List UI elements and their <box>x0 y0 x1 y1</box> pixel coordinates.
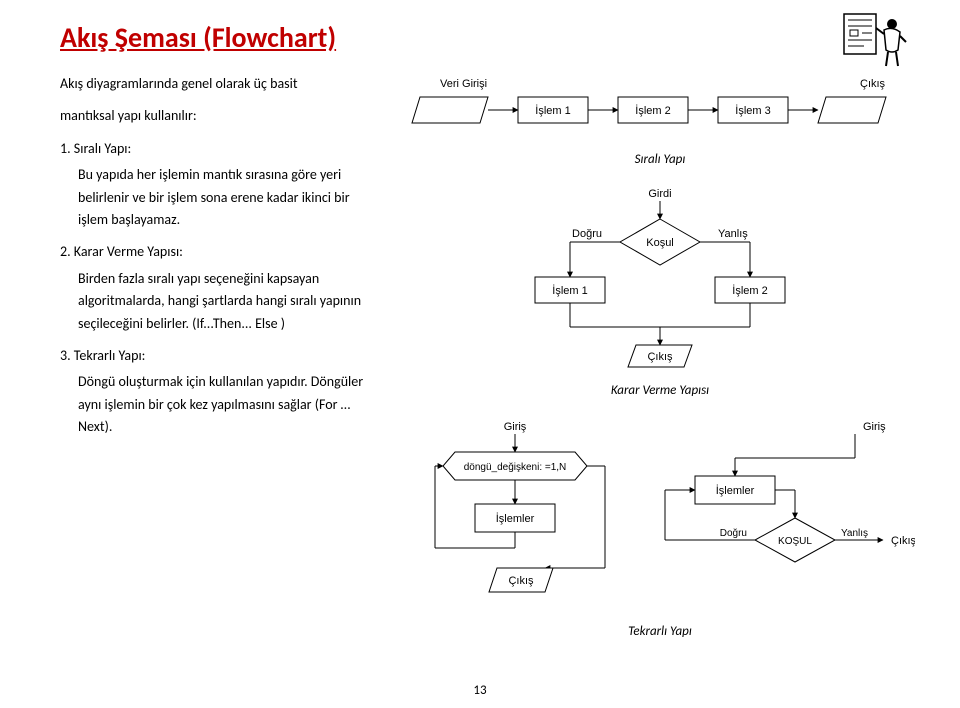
svg-text:Girdi: Girdi <box>648 188 671 200</box>
svg-text:döngü_değişkeni: =1,N: döngü_değişkeni: =1,N <box>464 462 567 473</box>
sequential-caption: Sıralı Yapı <box>400 152 920 167</box>
loop-caption: Tekrarlı Yapı <box>400 624 920 639</box>
svg-text:İşlem 1: İşlem 1 <box>535 104 570 117</box>
svg-text:Giriş: Giriş <box>504 421 527 433</box>
label-input: Veri Girişi <box>440 78 487 90</box>
loop-flowchart-while: Giriş İşlemler KOŞUL Doğru <box>635 418 915 618</box>
svg-text:Doğru: Doğru <box>572 228 602 240</box>
item-2-desc: Birden fazla sıralı yapı seçeneğini kaps… <box>78 268 380 335</box>
item-1-desc: Bu yapıda her işlemin mantık sırasına gö… <box>78 164 380 231</box>
svg-text:Çıkış: Çıkış <box>508 575 534 587</box>
diagram-column: Veri Girişi Çıkış İşlem 1 İşlem 2 İşlem … <box>400 73 920 639</box>
item-3-heading: 3. Tekrarlı Yapı: <box>60 345 380 367</box>
item-1-heading: 1. Sıralı Yapı: <box>60 138 380 160</box>
svg-text:İşlemler: İşlemler <box>496 512 535 525</box>
svg-text:Yanlış: Yanlış <box>718 228 748 240</box>
svg-text:İşlem 2: İşlem 2 <box>635 104 670 117</box>
svg-text:Giriş: Giriş <box>863 421 886 433</box>
page-number: 13 <box>473 683 486 698</box>
intro-line-1: Akış diyagramlarında genel olarak üç bas… <box>60 73 380 95</box>
svg-text:Koşul: Koşul <box>646 237 674 249</box>
item-2-heading: 2. Karar Verme Yapısı: <box>60 241 380 263</box>
presenter-icon <box>840 10 910 70</box>
svg-text:KOŞUL: KOŞUL <box>778 536 812 547</box>
decision-caption: Karar Verme Yapısı <box>400 383 920 398</box>
label-output: Çıkış <box>860 78 886 90</box>
intro-line-2: mantıksal yapı kullanılır: <box>60 105 380 127</box>
item-3-desc: Döngü oluşturmak için kullanılan yapıdır… <box>78 371 380 438</box>
page-title: Akış Şeması (Flowchart) <box>60 20 920 55</box>
svg-text:Doğru: Doğru <box>720 528 747 539</box>
svg-text:Çıkış: Çıkış <box>891 535 915 547</box>
loop-flowchart-for: Giriş döngü_değişkeni: =1,N İşlemler <box>405 418 625 618</box>
svg-text:Yanlış: Yanlış <box>841 528 868 539</box>
svg-text:İşlem 3: İşlem 3 <box>735 104 770 117</box>
sequential-flowchart: Veri Girişi Çıkış İşlem 1 İşlem 2 İşlem … <box>400 73 920 143</box>
svg-text:İşlemler: İşlemler <box>716 484 755 497</box>
text-column: Akış diyagramlarında genel olarak üç bas… <box>60 73 380 639</box>
decision-flowchart: Girdi Koşul Doğru İşlem 1 Yanlış İşlem 2 <box>510 187 810 377</box>
svg-text:İşlem 1: İşlem 1 <box>552 284 587 297</box>
svg-text:Çıkış: Çıkış <box>647 351 673 363</box>
svg-text:İşlem 2: İşlem 2 <box>732 284 767 297</box>
